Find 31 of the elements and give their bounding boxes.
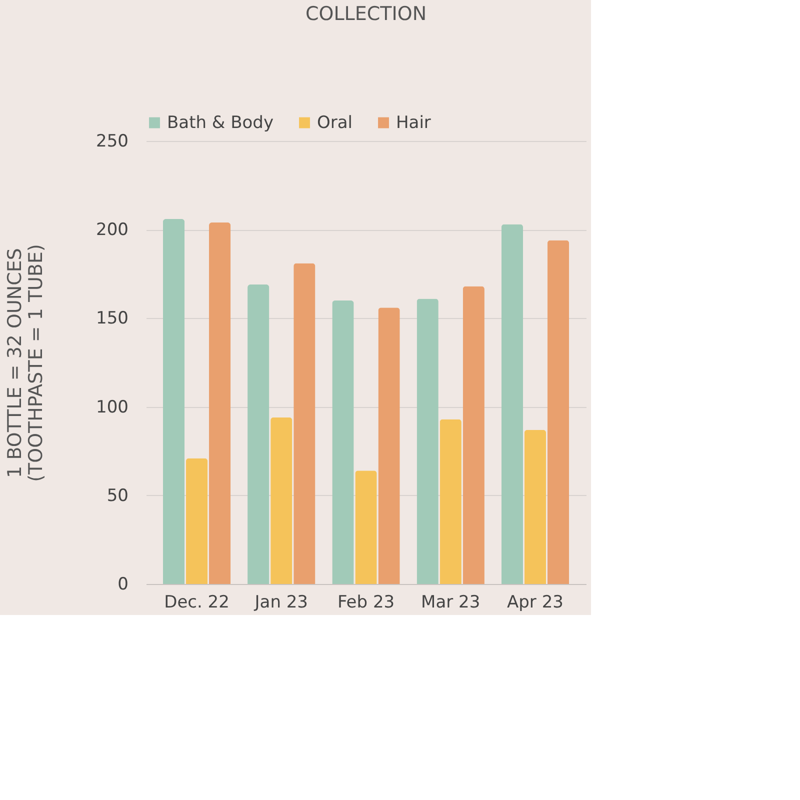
x-tick-label: Dec. 22 (164, 592, 230, 612)
bar (248, 284, 270, 584)
x-tick-label: Feb 23 (337, 592, 395, 612)
legend-label: Oral (317, 112, 353, 133)
bar (355, 470, 377, 584)
chart-title: COLLECTION (305, 3, 427, 25)
bar (162, 218, 185, 584)
x-tick-label: Apr 23 (507, 592, 564, 612)
y-tick-label: 100 (96, 397, 128, 418)
bar (440, 419, 462, 584)
bar (416, 298, 438, 584)
bar (332, 300, 354, 584)
bar (462, 286, 484, 584)
bar (378, 308, 400, 584)
y-tick-label: 150 (96, 308, 128, 329)
legend-label: Hair (396, 112, 431, 133)
y-tick-label: 200 (96, 220, 128, 240)
bar (208, 222, 231, 584)
y-tick-label: 50 (106, 486, 128, 506)
bar (501, 224, 524, 584)
bar (524, 430, 546, 584)
bar (186, 458, 208, 584)
bar (294, 263, 316, 584)
legend-label: Bath & Body (167, 112, 274, 133)
x-tick-label: Jan 23 (254, 592, 308, 612)
bar (547, 240, 570, 584)
x-tick-label: Mar 23 (421, 592, 480, 612)
y-axis-title: 1 BOTTLE = 32 OUNCES (TOOTHPASTE = 1 TUBE) (4, 244, 48, 482)
y-tick-label: 250 (96, 132, 128, 152)
y-tick-label: 0 (118, 574, 128, 594)
bar (270, 417, 292, 584)
